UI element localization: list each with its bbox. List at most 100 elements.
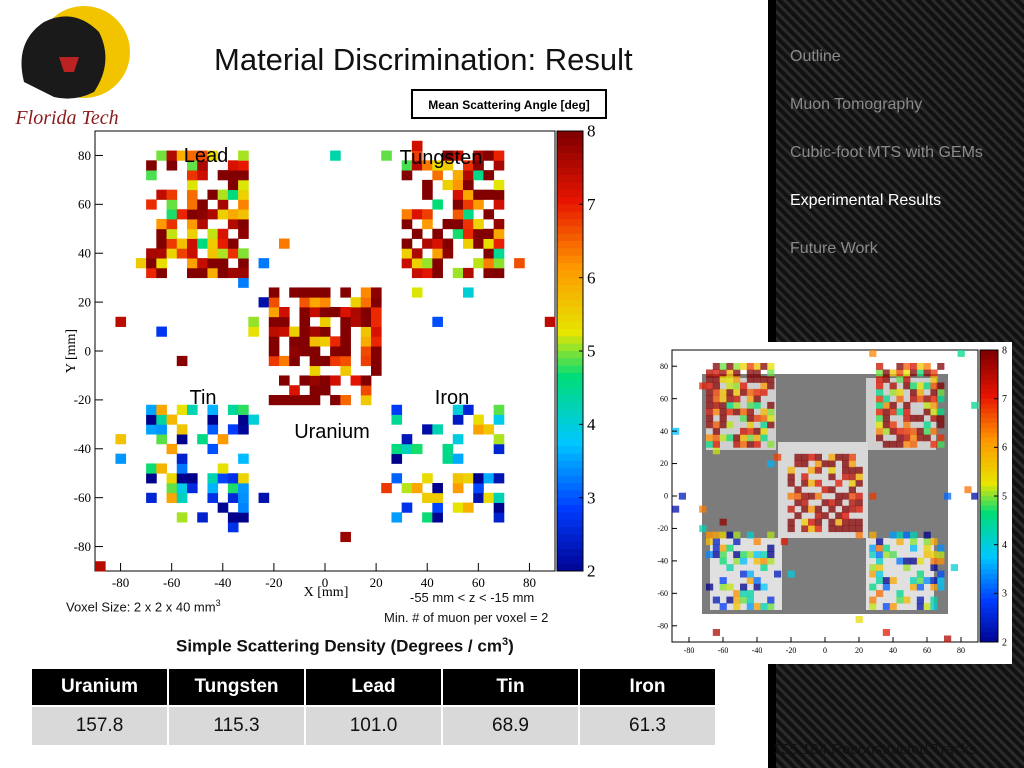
heatmap-cell (330, 346, 341, 357)
heatmap-cell (910, 414, 918, 422)
heatmap-cell (699, 382, 707, 390)
nav-muon-tomography[interactable]: Muon Tomography (790, 96, 923, 113)
colorbar-segment (980, 393, 998, 400)
heatmap-cell (753, 388, 761, 396)
heatmap-cell (483, 267, 495, 279)
colorbar-segment (557, 402, 583, 411)
heatmap-cell (726, 375, 734, 383)
heatmap-cell (268, 346, 280, 357)
heatmap-cell (452, 483, 464, 494)
colorbar-segment (980, 598, 998, 604)
heatmap-cell (411, 228, 423, 239)
colorbar-segment (980, 408, 998, 414)
heatmap-cell (391, 414, 403, 425)
heatmap-cell (207, 492, 219, 503)
heatmap-cell (463, 287, 474, 298)
heatmap-cell (937, 421, 945, 429)
heatmap-cell (401, 258, 413, 269)
heatmap-cell (923, 427, 931, 435)
heatmap-cell (740, 557, 748, 565)
heatmap-cell (463, 219, 474, 230)
colorbar-segment (980, 359, 998, 366)
heatmap-cell (432, 228, 443, 239)
colorbar-segment (980, 364, 998, 370)
heatmap-cell (746, 603, 754, 610)
main-heatmap: -80 -60 -40 -20 0 20 40 60 80 80 60 40 20 0 -20 -40 -60 -… (64, 89, 607, 600)
heatmap-cell (706, 538, 714, 546)
nav-cubic-foot-mts[interactable]: Cubic-foot MTS with GEMs (790, 144, 983, 161)
nav-future-work[interactable]: Future Work (790, 240, 878, 257)
heatmap-cell (197, 199, 208, 210)
heatmap-cell (432, 258, 443, 269)
heatmap-cell (842, 492, 850, 500)
heatmap-cell (876, 590, 884, 597)
colorbar-segment (980, 505, 998, 512)
heatmap-cell (227, 492, 239, 503)
heatmap-cell (197, 150, 208, 161)
heatmap-cell (309, 307, 321, 318)
heatmap-cell (876, 434, 884, 442)
heatmap-cell (876, 421, 884, 429)
x-tick-label: -60 (163, 575, 180, 590)
heatmap-cell (248, 326, 259, 337)
heatmap-cell (279, 316, 290, 327)
heatmap-cell (712, 408, 720, 416)
colorbar-segment (980, 403, 998, 409)
heatmap-cell (238, 424, 249, 435)
nav-experimental-results[interactable]: Experimental Results (790, 192, 942, 209)
tracks-caption: 155,104 Reconstructed Tracks (773, 741, 977, 758)
heatmap-cell (442, 453, 454, 464)
y-tick-label: 40 (660, 427, 668, 436)
heatmap-cell (340, 307, 351, 318)
heatmap-cell (760, 583, 768, 591)
heatmap-cell (207, 209, 219, 220)
nav-outline[interactable]: Outline (790, 48, 841, 65)
heatmap-cell (442, 179, 454, 191)
heatmap-cell (340, 395, 351, 406)
heatmap-cell (238, 473, 249, 484)
heatmap-cell (726, 395, 734, 403)
heatmap-cell (463, 199, 474, 210)
heatmap-cell (309, 336, 321, 347)
heatmap-cell (719, 518, 727, 526)
heatmap-cell (753, 434, 761, 442)
heatmap-cell (767, 531, 775, 539)
colorbar-segment (557, 387, 583, 396)
heatmap-cell (889, 551, 897, 559)
header-lead: Lead (304, 667, 443, 707)
heatmap-cell (146, 424, 157, 435)
heatmap-cell (706, 408, 714, 416)
heatmap-cell (821, 512, 829, 520)
x-tick-label: 20 (370, 575, 383, 590)
heatmap-cell (923, 421, 931, 429)
heatmap-cell (319, 307, 331, 318)
heatmap-cell (835, 453, 843, 461)
heatmap-cell (452, 502, 464, 513)
heatmap-cell (493, 434, 505, 445)
heatmap-cell (767, 375, 775, 383)
heatmap-cell (876, 401, 884, 409)
colorbar-segment (557, 175, 583, 183)
heatmap-cell (289, 355, 300, 367)
heatmap-cell (268, 287, 280, 298)
heatmap-cell (930, 564, 938, 572)
heatmap-cell (910, 362, 918, 370)
heatmap-cell (391, 512, 403, 523)
colorbar-tick-label: 4 (587, 415, 596, 434)
heatmap-cell (712, 382, 720, 390)
colorbar-tick-label: 8 (587, 122, 596, 141)
heatmap-cell (473, 492, 484, 503)
heatmap-cell (930, 382, 938, 390)
colorbar-tick-label: 3 (587, 488, 596, 507)
heatmap-cell (422, 189, 433, 200)
heatmap-cell (197, 170, 208, 181)
heatmap-cell (733, 590, 741, 597)
heatmap-cell (340, 287, 351, 298)
heatmap-cell (733, 551, 741, 559)
heatmap-cell (801, 525, 809, 533)
heatmap-cell (360, 287, 372, 298)
heatmap-cell (835, 499, 843, 507)
heatmap-cell (903, 362, 911, 370)
heatmap-cell (787, 518, 795, 526)
heatmap-cell (726, 531, 734, 539)
